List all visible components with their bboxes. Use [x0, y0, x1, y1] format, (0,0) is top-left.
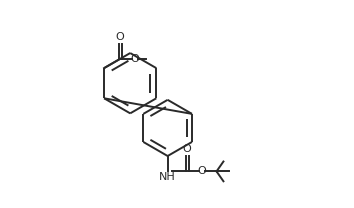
- Text: O: O: [131, 54, 139, 64]
- Text: NH: NH: [159, 172, 176, 182]
- Text: O: O: [115, 32, 124, 42]
- Text: O: O: [198, 166, 206, 176]
- Text: O: O: [182, 144, 191, 154]
